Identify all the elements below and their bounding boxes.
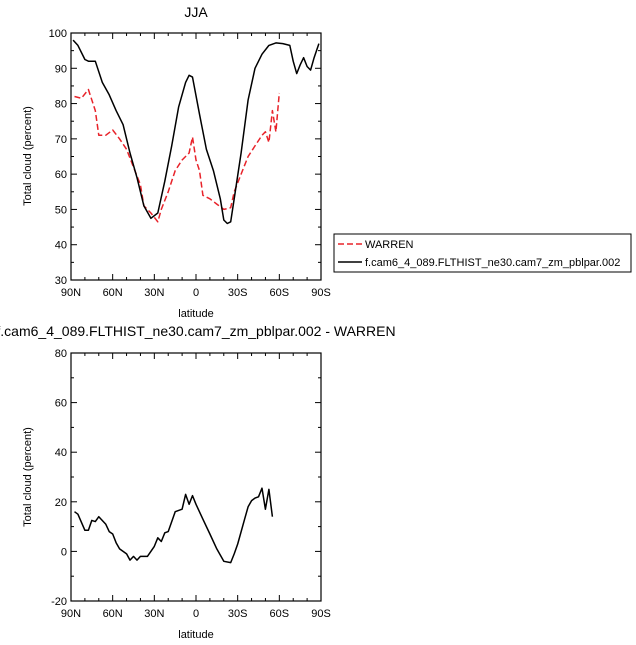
top-chart-x-axis-label: latitude (178, 308, 213, 320)
bottom-y-tick-label: 0 (61, 546, 67, 558)
top-x-tick-label: 90N (61, 287, 81, 299)
bottom-x-tick-label: 30S (228, 608, 248, 620)
top-x-tick-label: 90S (311, 287, 331, 299)
legend-entry-model: f.cam6_4_089.FLTHIST_ne30.cam7_zm_pblpar… (365, 257, 620, 269)
bottom-series-line-0 (74, 487, 274, 564)
bottom-x-tick-label: 60N (103, 608, 123, 620)
top-x-tick-label: 0 (193, 287, 199, 299)
bottom-y-tick-label: 40 (55, 447, 67, 459)
legend-box (333, 233, 632, 273)
bottom-chart-series (74, 487, 274, 564)
bottom-chart-title: f.cam6_4_089.FLTHIST_ne30.cam7_zm_pblpar… (0, 323, 396, 339)
top-y-tick-label: 40 (55, 240, 67, 252)
top-series-line-1 (72, 39, 320, 225)
bottom-y-tick-label: 60 (55, 398, 67, 410)
bottom-y-tick-label: 20 (55, 497, 67, 509)
top-y-tick-label: 100 (49, 28, 67, 40)
top-chart-ticks: 90N 60N 30N 0 30S 60S 90S 30 40 50 60 70 80 90 100 (49, 28, 331, 299)
top-x-tick-label: 60S (270, 287, 290, 299)
bottom-x-tick-label: 30N (144, 608, 164, 620)
top-chart-legend: WARREN f.cam6_4_089.FLTHIST_ne30.cam7_zm… (333, 233, 632, 273)
bottom-chart-y-axis-label: Total cloud (percent) (22, 427, 34, 527)
top-y-tick-label: 90 (55, 63, 67, 75)
bottom-chart-frame (70, 352, 322, 602)
top-chart-y-axis-label: Total cloud (percent) (22, 106, 34, 206)
top-y-tick-label: 70 (55, 134, 67, 146)
top-x-tick-label: 30N (144, 287, 164, 299)
bottom-x-tick-label: 60S (270, 608, 290, 620)
top-y-tick-label: 60 (55, 169, 67, 181)
top-y-tick-label: 50 (55, 204, 67, 216)
bottom-chart-x-axis-label: latitude (178, 629, 213, 641)
top-x-tick-label: 60N (103, 287, 123, 299)
bottom-chart-panel: f.cam6_4_089.FLTHIST_ne30.cam7_zm_pblpar… (0, 323, 396, 641)
top-x-tick-label: 30S (228, 287, 248, 299)
top-chart-panel: JJA 90N 60N 30N 0 30S 60S 90S 30 40 50 60 70 80 90 100… (22, 4, 331, 320)
legend-entry-warren: WARREN (365, 239, 414, 251)
top-chart-series (72, 39, 320, 225)
top-series-line-0 (74, 88, 281, 223)
top-y-tick-label: 80 (55, 99, 67, 111)
bottom-y-tick-label: 80 (55, 348, 67, 360)
top-chart-title: JJA (184, 4, 208, 20)
bottom-y-tick-label: -20 (51, 596, 67, 608)
top-y-tick-label: 30 (55, 275, 67, 287)
top-chart-frame (70, 32, 322, 281)
bottom-x-tick-label: 90S (311, 608, 331, 620)
bottom-x-tick-label: 90N (61, 608, 81, 620)
bottom-x-tick-label: 0 (193, 608, 199, 620)
bottom-chart-ticks: 90N 60N 30N 0 30S 60S 90S -20 0 20 40 60 80 (51, 348, 331, 620)
